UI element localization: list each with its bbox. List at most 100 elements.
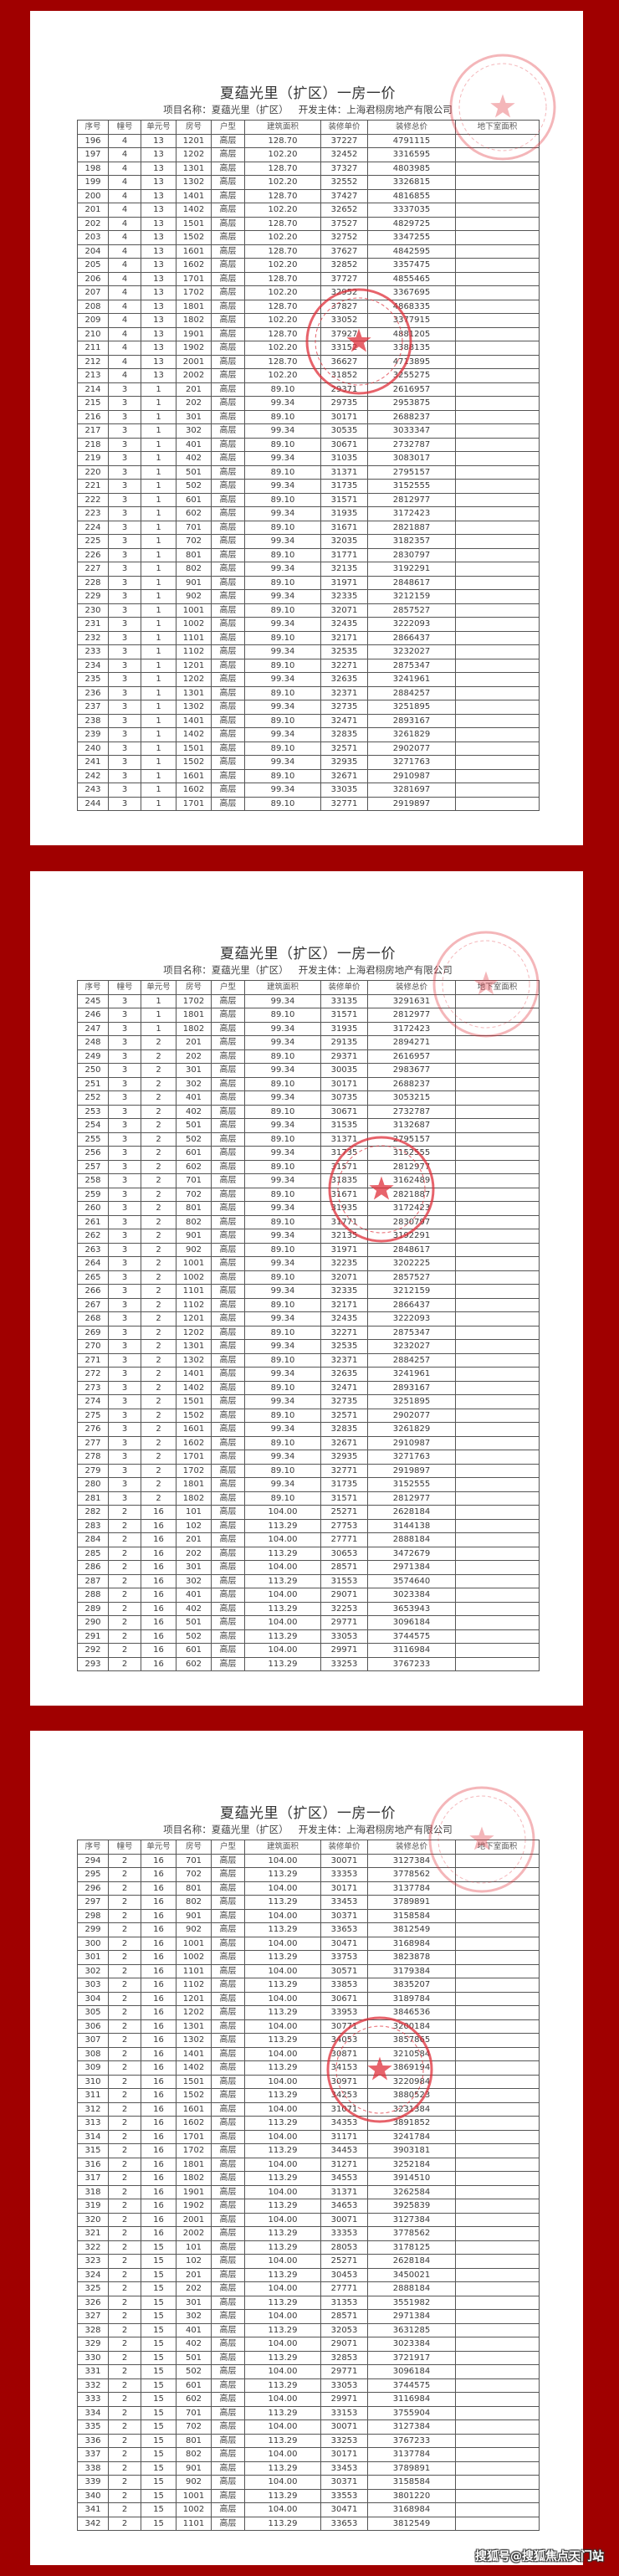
- cell-total-price: 3357475: [367, 258, 456, 273]
- cell-total-price: 3127384: [367, 2419, 456, 2435]
- cell-room: 302: [176, 423, 212, 439]
- cell-room: 1401: [176, 188, 212, 203]
- cell-type: 高层: [211, 1629, 245, 1644]
- cell-unit: 16: [141, 1518, 176, 1533]
- cell-building: 3: [108, 1284, 141, 1299]
- cell-seq: 207: [77, 285, 109, 300]
- cell-basement-area: [455, 382, 540, 397]
- table-row: 283 2 16 102 高层 113.29 27753 3144138: [77, 1518, 540, 1533]
- table-row: 273 3 2 1402 高层 89.10 32471 2893167: [77, 1380, 540, 1395]
- cell-type: 高层: [211, 1187, 245, 1202]
- cell-total-price: 3023384: [367, 2337, 456, 2352]
- cell-unit-price: 33153: [320, 2405, 368, 2420]
- cell-unit-price: 32171: [320, 1297, 368, 1312]
- cell-seq: 321: [77, 2226, 109, 2241]
- cell-seq: 339: [77, 2475, 109, 2490]
- column-header-seq: 序号: [77, 120, 109, 135]
- cell-type: 高层: [211, 1560, 245, 1575]
- cell-seq: 233: [77, 644, 109, 659]
- cell-basement-area: [455, 1394, 540, 1409]
- cell-total-price: 2894271: [367, 1035, 456, 1050]
- cell-basement-area: [455, 685, 540, 700]
- table-row: 304 2 16 1201 高层 104.00 30671 3189784: [77, 1991, 540, 2006]
- cell-basement-area: [455, 1450, 540, 1465]
- cell-total-price: 4842595: [367, 244, 456, 259]
- cell-unit-price: 29971: [320, 1643, 368, 1658]
- table-row: 252 3 2 401 高层 99.34 30735 3053215: [77, 1090, 540, 1106]
- cell-total-price: 3212159: [367, 1284, 456, 1299]
- cell-unit: 15: [141, 2447, 176, 2462]
- cell-unit: 1: [141, 755, 176, 770]
- cell-building: 2: [108, 2433, 141, 2448]
- cell-building: 3: [108, 1450, 141, 1465]
- cell-unit: 13: [141, 203, 176, 218]
- cell-type: 高层: [211, 244, 245, 259]
- cell-room: 1002: [176, 1270, 212, 1285]
- table-row: 340 2 15 1001 高层 113.29 33553 3801220: [77, 2488, 540, 2503]
- cell-type: 高层: [211, 1853, 245, 1868]
- cell-building: 2: [108, 1546, 141, 1561]
- cell-building: 3: [108, 617, 141, 632]
- cell-building: 3: [108, 1104, 141, 1119]
- cell-area: 113.29: [244, 2226, 321, 2241]
- cell-room: 1102: [176, 1978, 212, 1993]
- cell-basement-area: [455, 1201, 540, 1216]
- table-row: 231 3 1 1002 高层 99.34 32435 3222093: [77, 617, 540, 632]
- cell-total-price: 2812977: [367, 1008, 456, 1023]
- cell-area: 89.10: [244, 741, 321, 756]
- table-row: 293 2 16 602 高层 113.29 33253 3767233: [77, 1656, 540, 1671]
- table-row: 229 3 1 902 高层 99.34 32335 3212159: [77, 589, 540, 604]
- cell-unit-price: 29371: [320, 1049, 368, 1064]
- cell-unit-price: 31571: [320, 492, 368, 507]
- column-header-basement-area: 地下室面积: [455, 1840, 540, 1855]
- column-header-unit: 单元号: [141, 980, 176, 995]
- cell-area: 99.34: [244, 1339, 321, 1354]
- cell-unit: 2: [141, 1352, 176, 1368]
- cell-type: 高层: [211, 2488, 245, 2503]
- cell-area: 113.29: [244, 1573, 321, 1588]
- cell-area: 99.34: [244, 451, 321, 466]
- cell-unit: 2: [141, 1063, 176, 1078]
- cell-type: 高层: [211, 796, 245, 811]
- cell-type: 高层: [211, 1546, 245, 1561]
- cell-unit-price: 32552: [320, 175, 368, 190]
- cell-type: 高层: [211, 1656, 245, 1671]
- table-row: 298 2 16 901 高层 104.00 30371 3158584: [77, 1908, 540, 1923]
- cell-unit: 13: [141, 313, 176, 328]
- cell-unit-price: 27753: [320, 1518, 368, 1533]
- cell-area: 99.34: [244, 1035, 321, 1050]
- cell-total-price: 3137784: [367, 2447, 456, 2462]
- cell-total-price: 3172423: [367, 506, 456, 521]
- cell-building: 2: [108, 2405, 141, 2420]
- cell-seq: 318: [77, 2184, 109, 2199]
- cell-seq: 340: [77, 2488, 109, 2503]
- cell-room: 1101: [176, 1284, 212, 1299]
- table-row: 329 2 15 402 高层 104.00 29071 3023384: [77, 2337, 540, 2352]
- price-sheet-page-2: 夏蕴光里（扩区）一房一价 项目名称：夏蕴光里（扩区） 开发主体：上海君栩房地产有限公…: [30, 871, 583, 1706]
- cell-area: 104.00: [244, 2212, 321, 2227]
- cell-total-price: 3210584: [367, 2046, 456, 2061]
- cell-unit: 2: [141, 1118, 176, 1133]
- cell-basement-area: [455, 2101, 540, 2117]
- cell-unit: 2: [141, 1311, 176, 1326]
- cell-seq: 272: [77, 1367, 109, 1382]
- cell-basement-area: [455, 1090, 540, 1106]
- cell-type: 高层: [211, 2364, 245, 2379]
- table-row: 320 2 16 2001 高层 104.00 30071 3127384: [77, 2212, 540, 2227]
- cell-area: 113.29: [244, 1895, 321, 1910]
- cell-basement-area: [455, 1367, 540, 1382]
- cell-unit: 15: [141, 2461, 176, 2476]
- cell-unit: 2: [141, 1477, 176, 1492]
- cell-seq: 283: [77, 1518, 109, 1533]
- cell-unit-price: 32671: [320, 1435, 368, 1450]
- cell-unit: 15: [141, 2488, 176, 2503]
- cell-unit-price: 33052: [320, 313, 368, 328]
- cell-area: 89.10: [244, 464, 321, 480]
- cell-unit: 13: [141, 133, 176, 148]
- cell-total-price: 3232027: [367, 1339, 456, 1354]
- table-row: 267 3 2 1102 高层 89.10 32171 2866437: [77, 1297, 540, 1312]
- cell-unit: 16: [141, 2171, 176, 2186]
- table-row: 338 2 15 901 高层 113.29 33453 3789891: [77, 2461, 540, 2476]
- cell-area: 99.34: [244, 506, 321, 521]
- cell-area: 89.10: [244, 492, 321, 507]
